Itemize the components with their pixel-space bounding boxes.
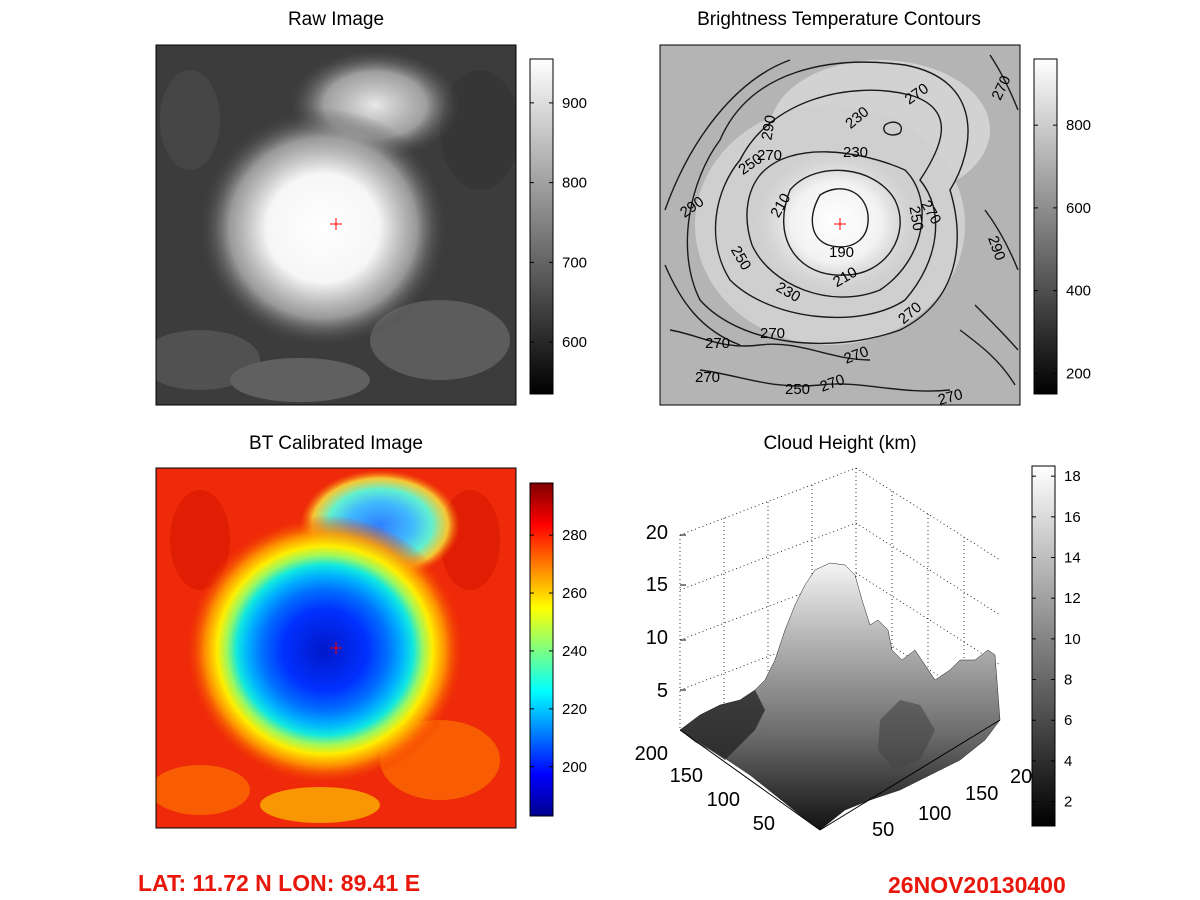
- cloud-height-colorbar: [1031, 465, 1056, 827]
- contour-250: [714, 89, 942, 319]
- svg-text:190: 190: [829, 244, 854, 261]
- contour-labels: 190 210 210 230 230 230 250 250 250 250 …: [677, 73, 1015, 409]
- cloud-height-panel: 20 15 10 5 200 150 100 50 50 100 150 20: [635, 467, 1033, 841]
- svg-text:230: 230: [843, 144, 868, 161]
- raw-image-colorbar: [529, 58, 554, 395]
- cloud-height-surface: [679, 562, 1001, 831]
- svg-text:270: 270: [705, 335, 730, 352]
- x-tick-100: 100: [707, 789, 740, 811]
- raw-image-panel: [156, 45, 516, 405]
- svg-text:270: 270: [757, 147, 782, 164]
- raw-colorbar-tick-label-700: 700: [562, 254, 587, 271]
- cloud-height-colorbar-ticks: 2 4 6 8 10 12 14 16 18: [1032, 468, 1081, 811]
- raw-colorbar-tick-label-600: 600: [562, 334, 587, 351]
- contours-colorbar-tick-label-400: 400: [1066, 283, 1091, 300]
- surface-box-edges: [679, 719, 1001, 831]
- cloud-height-colorbar-tick-label-6: 6: [1064, 712, 1072, 729]
- raw-colorbar-tick-label-800: 800: [562, 175, 587, 192]
- bt-colorbar-tick-label-200: 200: [562, 759, 587, 776]
- cloud-height-colorbar-tick-label-8: 8: [1064, 672, 1072, 689]
- svg-text:290: 290: [758, 114, 779, 142]
- bt-calibrated-colorbar-ticks: 200 220 240 260 280: [530, 527, 587, 776]
- svg-text:250: 250: [905, 205, 926, 233]
- contours-colorbar: [1033, 58, 1058, 395]
- contour-270: [686, 61, 969, 345]
- cloud-height-colorbar-tick-label-14: 14: [1064, 550, 1081, 567]
- contours-title: Brightness Temperature Contours: [697, 9, 981, 30]
- raw-colorbar-tick-label-900: 900: [562, 95, 587, 112]
- contours-colorbar-tick-label-600: 600: [1066, 200, 1091, 217]
- location-label: LAT: 11.72 N LON: 89.41 E: [138, 870, 421, 896]
- bt-calibrated-title: BT Calibrated Image: [249, 433, 423, 454]
- svg-text:270: 270: [760, 325, 785, 342]
- contour-230: [746, 151, 923, 298]
- contour-lines: [664, 54, 1019, 392]
- bt-calibrated-colorbar: [529, 482, 554, 817]
- z-tick-20: 20: [646, 522, 668, 544]
- contours-colorbar-tick-label-800: 800: [1066, 117, 1091, 134]
- y-tick-150: 150: [965, 783, 998, 805]
- contour-210: [783, 169, 901, 276]
- datetime-label: 26NOV20130400: [888, 872, 1066, 898]
- bt-colorbar-tick-label-240: 240: [562, 643, 587, 660]
- x-tick-200: 200: [635, 743, 668, 765]
- svg-text:270: 270: [695, 369, 720, 386]
- cloud-height-colorbar-tick-label-2: 2: [1064, 794, 1072, 811]
- contours-colorbar-tick-label-200: 200: [1066, 365, 1091, 382]
- raw-image-title: Raw Image: [287, 9, 385, 30]
- x-tick-50: 50: [753, 813, 775, 835]
- cloud-height-colorbar-tick-label-4: 4: [1064, 753, 1072, 770]
- cloud-height-colorbar-tick-label-12: 12: [1064, 590, 1081, 607]
- contours-colorbar-ticks: 200 400 600 800: [1034, 117, 1091, 382]
- y-tick-200: 20: [1010, 766, 1032, 788]
- raw-image-center-marker: [330, 218, 342, 230]
- cloud-height-colorbar-tick-label-10: 10: [1064, 631, 1081, 648]
- bt-calibrated-core: [185, 515, 465, 785]
- cloud-height-tick-marks: [680, 534, 686, 691]
- cloud-height-colorbar-tick-label-16: 16: [1064, 509, 1081, 526]
- cloud-height-title: Cloud Height (km): [763, 433, 917, 454]
- svg-text:270: 270: [936, 386, 965, 409]
- svg-text:250: 250: [785, 381, 810, 398]
- raw-image-colorbar-ticks: 600 700 800 900: [530, 95, 587, 351]
- contour-190: [811, 188, 869, 248]
- y-tick-50: 50: [872, 819, 894, 841]
- raw-image-texture: [156, 70, 516, 402]
- contour-290: [664, 59, 791, 346]
- z-tick-10: 10: [646, 627, 668, 649]
- bt-calibrated-center-marker: [330, 642, 342, 654]
- bt-colorbar-tick-label-220: 220: [562, 701, 587, 718]
- z-tick-5: 5: [657, 680, 668, 702]
- cloud-height-colorbar-tick-label-18: 18: [1064, 468, 1081, 485]
- x-tick-150: 150: [670, 765, 703, 787]
- bt-colorbar-tick-label-280: 280: [562, 527, 587, 544]
- raw-image-core: [198, 108, 448, 348]
- cloud-height-axis-labels: 20 15 10 5 200 150 100 50 50 100 150 20: [635, 522, 1033, 841]
- contours-center-marker: [834, 218, 846, 230]
- z-tick-15: 15: [646, 574, 668, 596]
- y-tick-100: 100: [918, 803, 951, 825]
- bt-colorbar-tick-label-260: 260: [562, 585, 587, 602]
